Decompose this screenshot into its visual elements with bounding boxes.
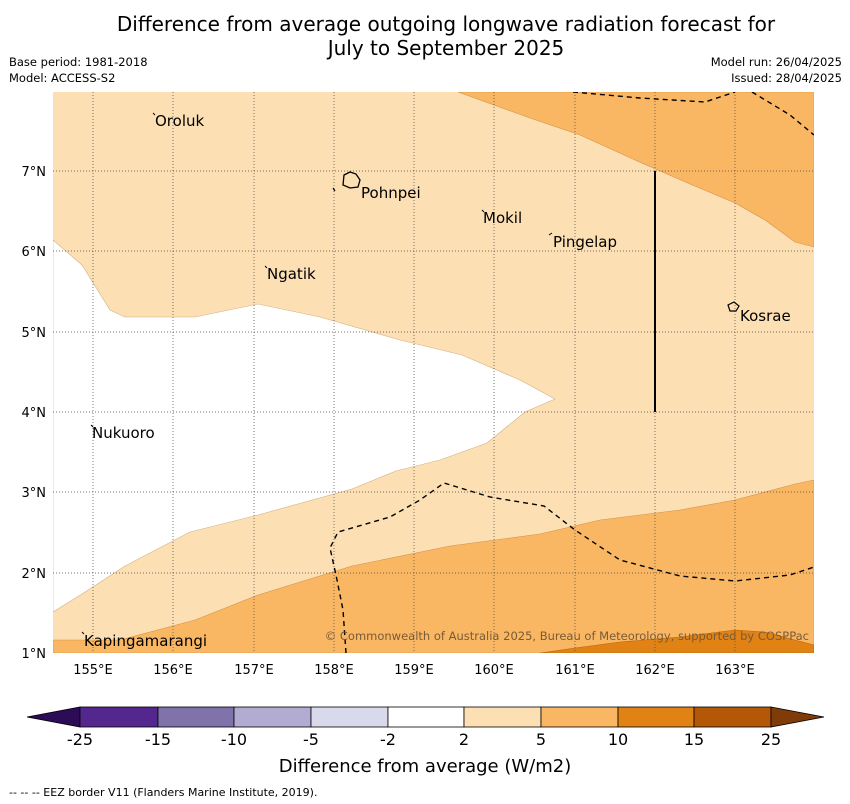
place-label-ngatik: Ngatik (267, 265, 316, 283)
colorbar-tick-label: -10 (221, 730, 247, 749)
nukuoro-islet (90, 424, 94, 428)
colorbar-tick-label: 15 (684, 730, 704, 749)
colorbar-segment (540, 706, 619, 728)
colorbar-segment (693, 706, 772, 728)
meta-right: Model run: 26/04/2025 Issued: 28/04/2025 (711, 54, 842, 86)
colorbar-segment (617, 706, 695, 728)
lat-tick-label: 2°N (22, 567, 47, 582)
anomaly-10-to-15-band (539, 629, 814, 653)
pohnpei-islet (332, 187, 336, 192)
kosrae-island-shape (727, 301, 740, 312)
colorbar-tick-label: -25 (67, 730, 93, 749)
title-line-1: Difference from average outgoing longwav… (116, 12, 776, 36)
colorbar-tick-label: -15 (145, 730, 171, 749)
eez-footnote: -- -- -- EEZ border V11 (Flanders Marine… (9, 786, 318, 799)
colorbar-tick-label: -5 (303, 730, 319, 749)
colorbar-segment (310, 706, 389, 728)
place-label-nukuoro: Nukuoro (92, 424, 155, 442)
lat-tick-label: 4°N (22, 406, 47, 421)
colorbar-segment (79, 706, 159, 728)
colorbar-tick-label: 2 (459, 730, 469, 749)
lon-tick-label: 161°E (555, 663, 595, 678)
place-label-kosrae: Kosrae (740, 307, 791, 325)
oroluk-islet (152, 112, 156, 116)
mokil-islet (481, 209, 485, 213)
copyright-notice: © Commonwealth of Australia 2025, Bureau… (325, 629, 809, 643)
pingelap-islet (548, 232, 553, 236)
lat-tick-label: 6°N (22, 245, 47, 260)
place-label-pingelap: Pingelap (553, 233, 617, 251)
colorbar-tick-label: 5 (536, 730, 546, 749)
kapingamarangi-islet (81, 631, 85, 635)
lat-tick-label: 5°N (22, 326, 47, 341)
lat-tick-label: 3°N (22, 486, 47, 501)
colorbar-tick-label: 25 (761, 730, 781, 749)
pohnpei-island-shape (342, 171, 361, 189)
chart-title: Difference from average outgoing longwav… (0, 12, 850, 60)
lat-tick-label: 7°N (22, 165, 47, 180)
colorbar-segment (387, 706, 465, 728)
place-label-kapingamarangi: Kapingamarangi (84, 632, 207, 650)
map-area: Oroluk Pohnpei Mokil Pingelap Ngatik Kos… (53, 92, 814, 653)
anomaly-5-to-10-band-south (53, 479, 814, 653)
colorbar-segment (463, 706, 542, 728)
model-run: Model run: 26/04/2025 (710, 55, 842, 69)
issued-date: Issued: 28/04/2025 (731, 71, 842, 85)
graticule (53, 92, 814, 653)
near-average-region (53, 239, 556, 613)
colorbar-segment (233, 706, 312, 728)
colorbar-label: Difference from average (W/m2) (279, 756, 571, 777)
colorbar-extend-low (26, 706, 81, 728)
place-label-oroluk: Oroluk (155, 112, 204, 130)
place-label-mokil: Mokil (483, 209, 522, 227)
lat-axis: 7°N 6°N 5°N 4°N 3°N 2°N 1°N (22, 165, 47, 662)
lon-tick-label: 160°E (474, 663, 514, 678)
lon-tick-label: 155°E (73, 663, 113, 678)
lon-tick-label: 159°E (394, 663, 434, 678)
base-period: Base period: 1981-2018 (9, 55, 148, 69)
eez-border (329, 92, 814, 653)
colorbar: -25 -15 -10 -5 -2 2 5 10 15 25 Differenc… (26, 706, 825, 777)
lon-tick-label: 156°E (153, 663, 193, 678)
ngatik-islet (264, 265, 268, 269)
place-label-pohnpei: Pohnpei (361, 184, 421, 202)
lon-tick-label: 162°E (635, 663, 675, 678)
colorbar-tick-label: 10 (608, 730, 628, 749)
model-name: Model: ACCESS-S2 (9, 71, 116, 85)
colorbar-segment (157, 706, 235, 728)
lon-axis: 155°E 156°E 157°E 158°E 159°E 160°E 161°… (73, 663, 755, 678)
colorbar-tick-label: -2 (380, 730, 396, 749)
colorbar-extend-high (770, 706, 825, 728)
lon-tick-label: 163°E (715, 663, 755, 678)
lat-tick-label: 1°N (22, 647, 47, 662)
meta-left: Base period: 1981-2018 Model: ACCESS-S2 (9, 54, 148, 86)
lon-tick-label: 158°E (314, 663, 354, 678)
lon-tick-label: 157°E (234, 663, 274, 678)
title-line-2: July to September 2025 (327, 36, 565, 60)
